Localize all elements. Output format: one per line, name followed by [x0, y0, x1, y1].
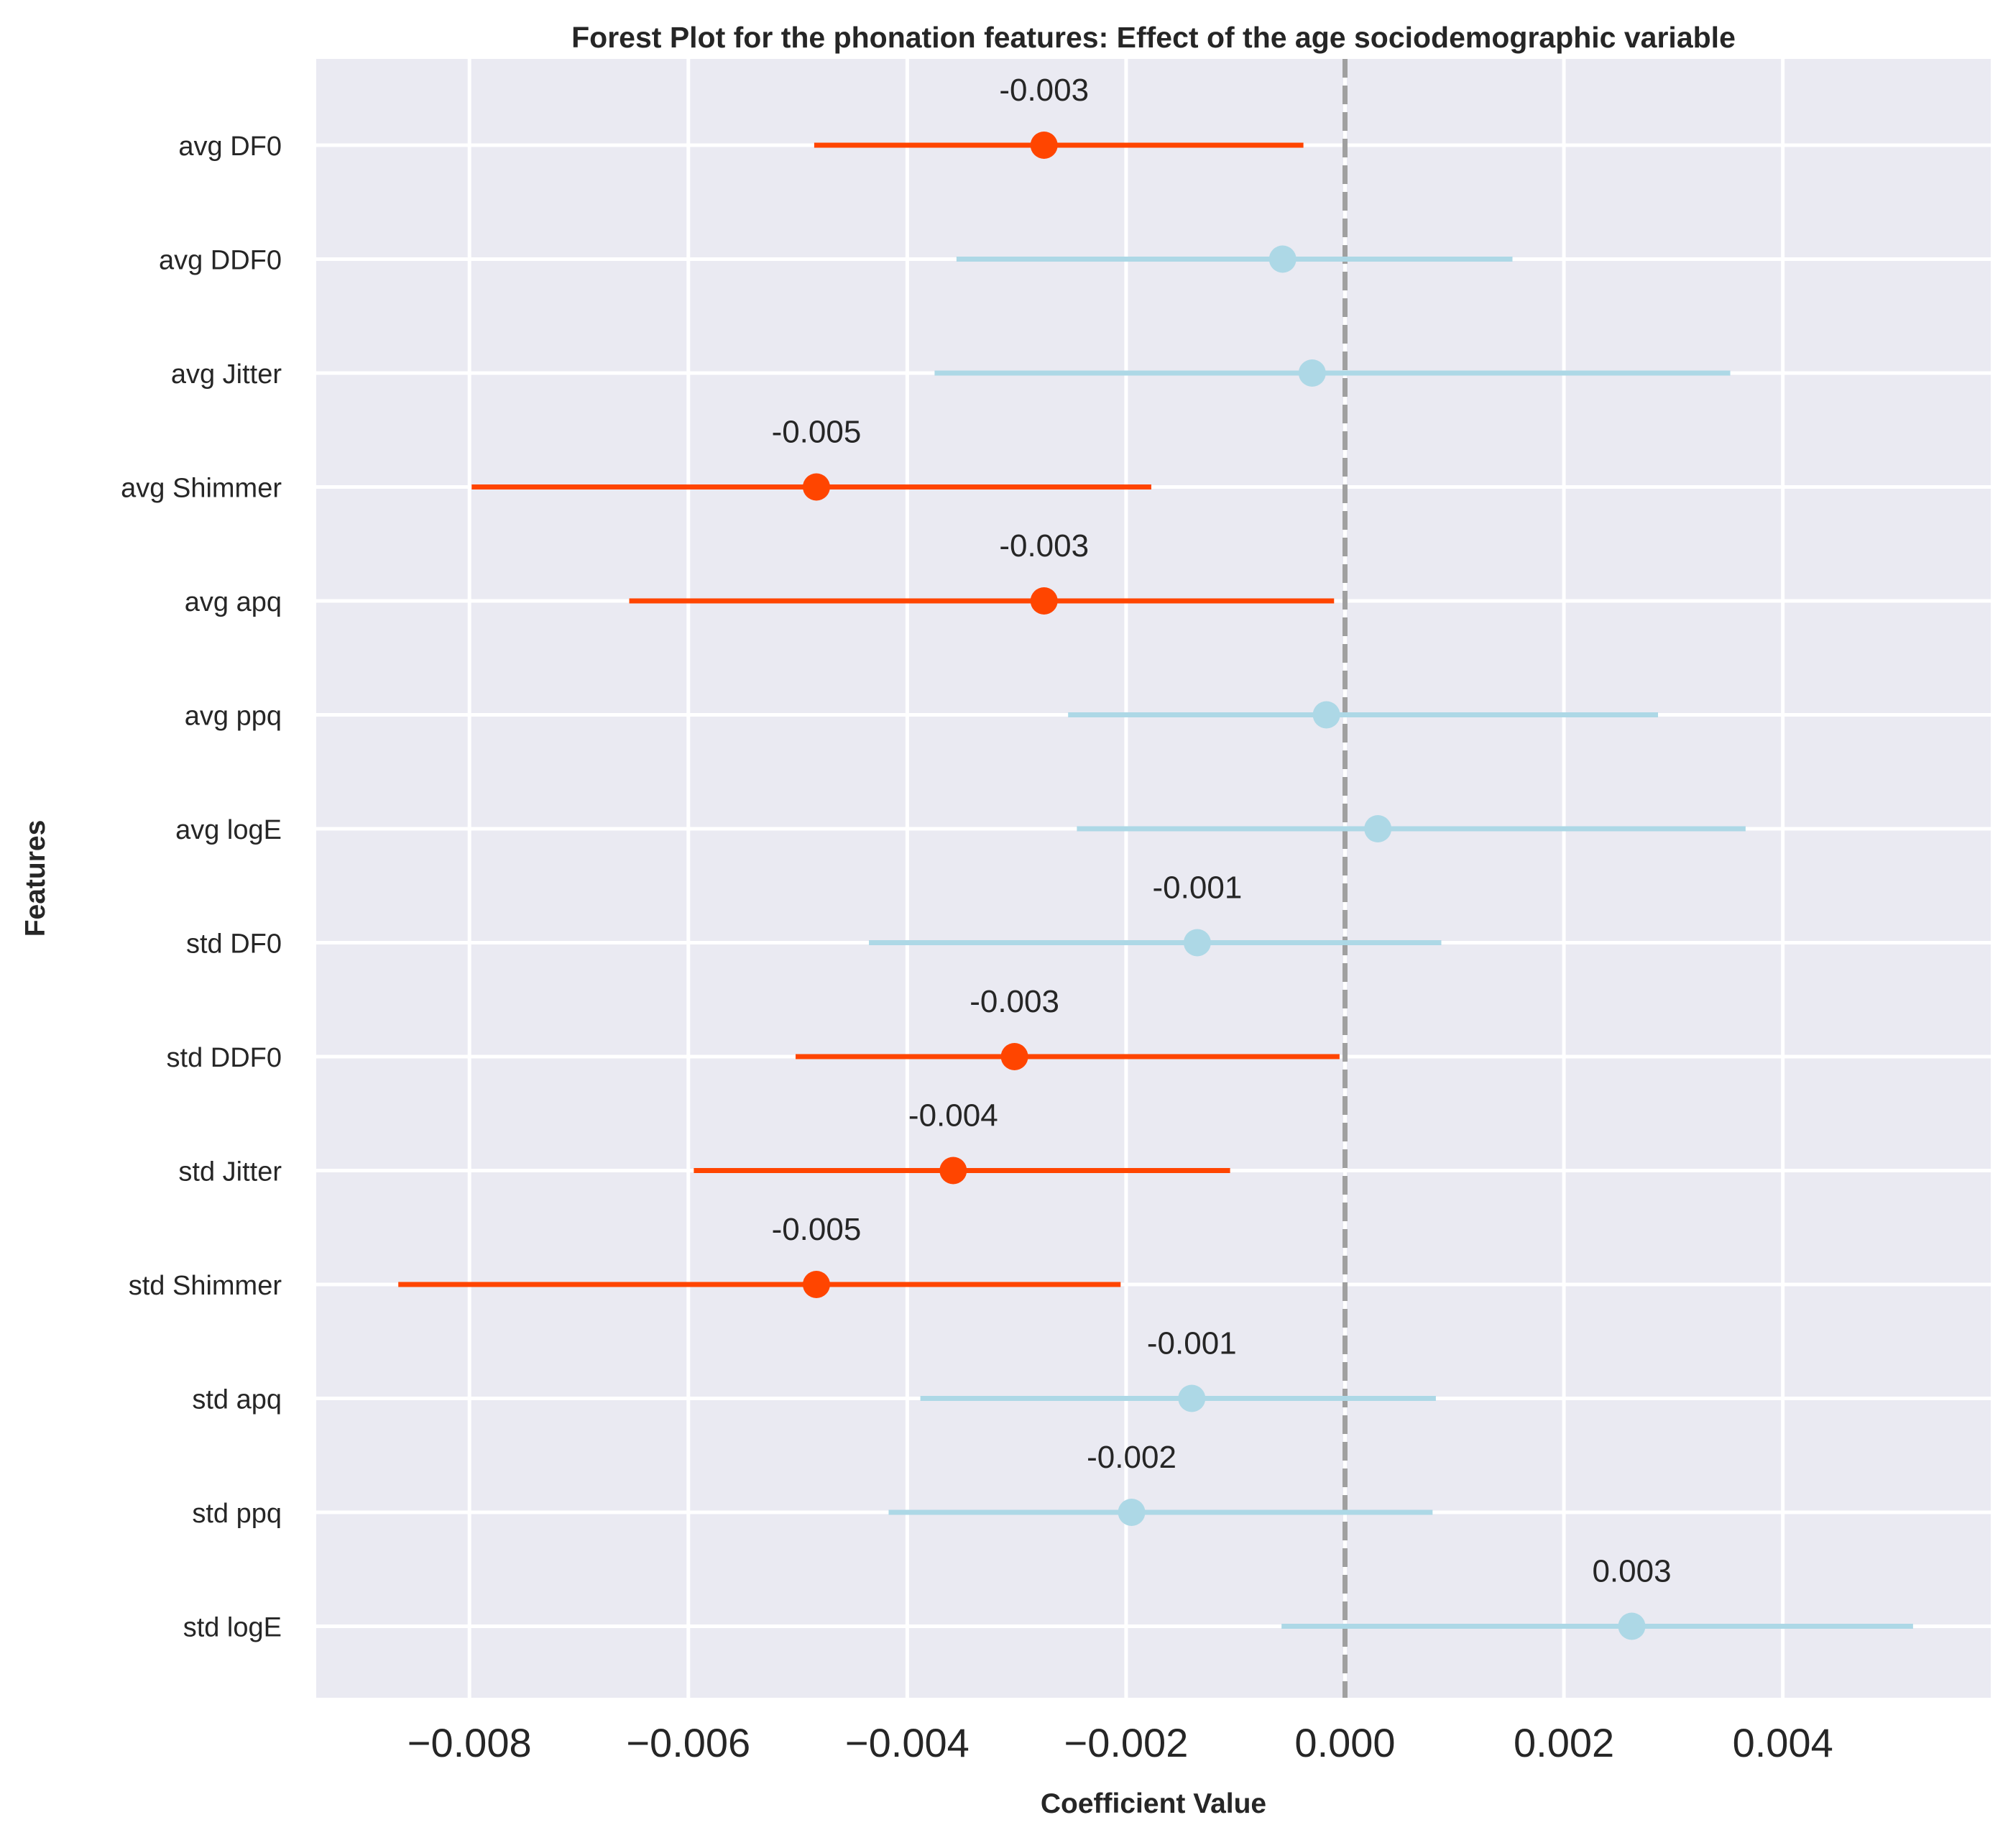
x-tick-label: 0.002 [1514, 1720, 1614, 1765]
x-axis-label: Coefficient Value [1041, 1788, 1266, 1819]
chart-title: Forest Plot for the phonation features: … [571, 21, 1736, 54]
y-tick-label: std ppq [192, 1499, 282, 1529]
y-tick-label: std Shimmer [129, 1271, 282, 1301]
estimate-point [802, 473, 830, 501]
estimate-label: -0.004 [908, 1098, 998, 1134]
y-tick-label: std logE [183, 1613, 282, 1643]
estimate-point [1178, 1384, 1206, 1412]
y-tick-label: std DF0 [186, 929, 282, 960]
x-tick-label: 0.004 [1733, 1720, 1833, 1765]
estimate-point [1118, 1499, 1146, 1526]
estimate-point [1298, 359, 1326, 387]
estimate-point [1030, 587, 1058, 615]
y-tick-label: avg DDF0 [159, 246, 282, 276]
estimate-label: 0.003 [1592, 1554, 1671, 1589]
y-tick-labels: avg DF0 avg DDF0 avg Jitter avg Shimmer avg … [121, 132, 282, 1643]
estimate-point [939, 1157, 967, 1185]
estimate-point [1364, 815, 1392, 842]
y-tick-label: std apq [192, 1385, 282, 1415]
estimate-point [1618, 1612, 1646, 1640]
estimate-point [1030, 132, 1058, 159]
y-tick-label: avg DF0 [178, 132, 282, 162]
x-tick-label: −0.002 [1064, 1720, 1189, 1765]
estimate-point [1312, 701, 1340, 729]
y-tick-label: std DDF0 [167, 1043, 282, 1073]
x-tick-label: 0.000 [1294, 1720, 1395, 1765]
estimate-label: -0.003 [999, 73, 1089, 108]
x-tick-label: −0.006 [626, 1720, 750, 1765]
estimate-point [1000, 1043, 1028, 1070]
estimate-point [1268, 245, 1297, 273]
y-tick-label: avg logE [175, 815, 282, 845]
y-tick-label: avg Jitter [171, 359, 282, 390]
estimate-point [1183, 929, 1211, 957]
x-tick-label: −0.004 [845, 1720, 970, 1765]
x-tick-label: −0.008 [407, 1720, 532, 1765]
y-tick-label: avg Shimmer [121, 474, 282, 504]
estimate-label: -0.005 [772, 415, 862, 450]
estimate-label: -0.002 [1087, 1440, 1176, 1475]
y-axis-label: Features [20, 820, 51, 937]
estimate-point [802, 1271, 830, 1298]
estimate-label: -0.001 [1153, 870, 1243, 906]
estimate-label: -0.005 [772, 1212, 862, 1247]
x-tick-labels: −0.008 −0.006 −0.004 −0.002 0.000 0.002 0.004 [407, 1720, 1833, 1765]
estimate-label: -0.003 [970, 984, 1059, 1019]
y-tick-label: avg apq [185, 587, 282, 617]
y-tick-label: std Jitter [178, 1157, 282, 1187]
plot-area [316, 59, 1991, 1698]
chart-marks: -0.003 -0.005 -0.003 -0.001 -0.003 -0.004 -0.0… [398, 73, 1913, 1640]
y-tick-label: avg ppq [185, 702, 282, 732]
estimate-label: -0.001 [1147, 1326, 1237, 1361]
estimate-label: -0.003 [999, 528, 1089, 564]
